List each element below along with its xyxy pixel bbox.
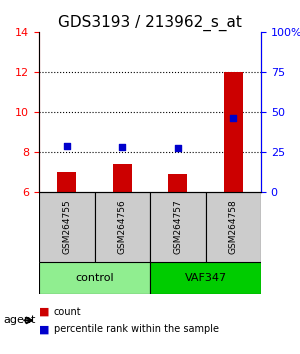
FancyBboxPatch shape: [150, 192, 206, 262]
Point: [64, 143, 69, 148]
Bar: [112, 164, 132, 192]
Text: GDS3193 / 213962_s_at: GDS3193 / 213962_s_at: [58, 15, 242, 31]
Point: [175, 145, 180, 150]
Bar: [168, 173, 188, 192]
Text: control: control: [75, 273, 114, 283]
Text: VAF347: VAF347: [184, 273, 226, 283]
Point: [120, 144, 125, 149]
Point: [231, 115, 236, 121]
Text: ■: ■: [39, 307, 50, 316]
Bar: [57, 172, 76, 192]
Text: agent: agent: [3, 315, 35, 325]
FancyBboxPatch shape: [39, 262, 150, 294]
Text: GSM264757: GSM264757: [173, 199, 182, 254]
Text: ■: ■: [39, 324, 50, 334]
FancyBboxPatch shape: [150, 262, 261, 294]
Text: GSM264756: GSM264756: [118, 199, 127, 254]
FancyBboxPatch shape: [206, 192, 261, 262]
Text: GSM264755: GSM264755: [62, 199, 71, 254]
Text: GSM264758: GSM264758: [229, 199, 238, 254]
FancyBboxPatch shape: [39, 192, 94, 262]
Text: count: count: [54, 307, 82, 316]
FancyBboxPatch shape: [94, 192, 150, 262]
Bar: [224, 72, 243, 192]
Text: percentile rank within the sample: percentile rank within the sample: [54, 324, 219, 334]
